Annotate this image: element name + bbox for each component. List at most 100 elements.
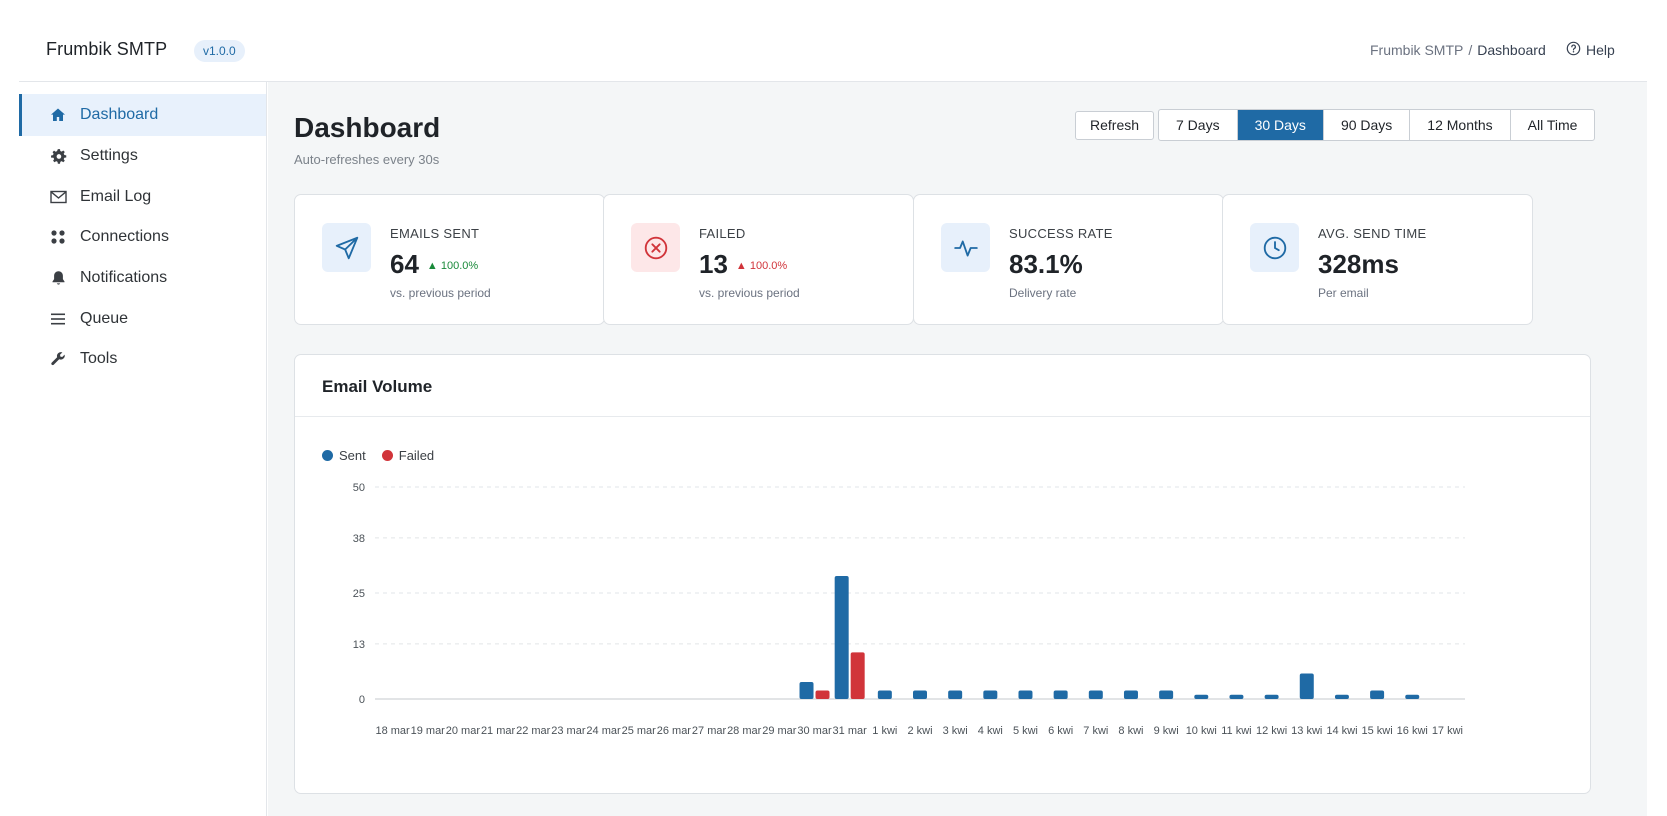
refresh-button[interactable]: Refresh: [1075, 111, 1155, 140]
envelope-icon: [49, 188, 67, 206]
legend-dot-sent: [322, 450, 333, 461]
bar-sent[interactable]: [834, 576, 849, 699]
x-tick-label: 4 kwi: [978, 725, 1003, 737]
x-tick-label: 22 mar: [516, 725, 551, 737]
bar-sent[interactable]: [1088, 690, 1103, 699]
page-subtitle: Auto-refreshes every 30s: [294, 152, 440, 167]
breadcrumb: Frumbik SMTP / Dashboard: [1370, 42, 1546, 58]
stat-value: 83.1%: [1009, 249, 1083, 279]
bar-failed[interactable]: [850, 652, 865, 699]
bar-sent[interactable]: [1264, 694, 1279, 699]
y-tick-label: 38: [353, 533, 365, 545]
y-tick-label: 50: [353, 482, 365, 494]
bar-sent[interactable]: [1194, 694, 1209, 699]
stat-trend: ▲ 100.0%: [427, 260, 478, 272]
sidebar-item-notifications[interactable]: Notifications: [19, 257, 266, 299]
x-tick-label: 23 mar: [551, 725, 586, 737]
bar-sent[interactable]: [1299, 673, 1314, 699]
bar-sent[interactable]: [1123, 690, 1138, 699]
x-tick-label: 30 mar: [797, 725, 832, 737]
stat-label: SUCCESS RATE: [1009, 226, 1113, 241]
sidebar-item-label: Email Log: [80, 188, 152, 205]
email-volume-chart-card: Email Volume Sent Failed 0 13 25 38 50 18 mar…: [294, 354, 1591, 794]
range-7-days-button[interactable]: 7 Days: [1159, 110, 1238, 140]
sidebar: Dashboard Settings Email Log Connections…: [19, 82, 267, 816]
x-tick-label: 15 kwi: [1362, 725, 1393, 737]
x-tick-label: 26 mar: [657, 725, 692, 737]
range-30-days-button[interactable]: 30 Days: [1237, 110, 1324, 140]
stat-value: 328ms: [1318, 249, 1399, 279]
x-tick-label: 7 kwi: [1083, 725, 1108, 737]
stat-value-text: 13: [699, 249, 728, 279]
stat-label: AVG. SEND TIME: [1318, 226, 1427, 241]
breadcrumb-root[interactable]: Frumbik SMTP: [1370, 42, 1464, 58]
x-tick-label: 31 mar: [833, 725, 868, 737]
y-tick-label: 0: [359, 694, 365, 706]
x-tick-label: 14 kwi: [1326, 725, 1357, 737]
stat-trend-text: 100.0%: [440, 260, 479, 272]
legend-item-failed[interactable]: Failed: [381, 448, 434, 463]
bar-sent[interactable]: [1018, 690, 1033, 699]
help-link[interactable]: Help: [1566, 41, 1615, 59]
bar-sent[interactable]: [877, 690, 892, 699]
stat-note: vs. previous period: [699, 286, 800, 300]
range-12-months-button[interactable]: 12 Months: [1410, 110, 1511, 140]
breadcrumb-current: Dashboard: [1477, 42, 1546, 58]
sidebar-item-label: Notifications: [80, 269, 168, 286]
sidebar-item-tools[interactable]: Tools: [19, 338, 266, 380]
wrench-icon: [49, 350, 67, 368]
stat-note: vs. previous period: [390, 286, 491, 300]
sidebar-item-label: Tools: [80, 350, 118, 367]
stat-card-avg-send-time: AVG. SEND TIME 328ms Per email: [1222, 194, 1533, 325]
stat-trend: ▲ 100.0%: [736, 260, 787, 272]
sidebar-item-settings[interactable]: Settings: [19, 135, 266, 177]
stat-card-emails-sent: EMAILS SENT 64 ▲ 100.0% vs. previous peri…: [294, 194, 605, 325]
bar-sent[interactable]: [1405, 694, 1420, 699]
range-90-days-button[interactable]: 90 Days: [1324, 110, 1411, 140]
help-label: Help: [1586, 42, 1615, 58]
bar-sent[interactable]: [983, 690, 998, 699]
chart-legend: Sent Failed: [322, 448, 434, 463]
bar-sent[interactable]: [913, 690, 927, 699]
legend-dot-failed: [381, 450, 393, 461]
x-tick-label: 13 kwi: [1291, 725, 1322, 737]
sidebar-item-dashboard[interactable]: Dashboard: [19, 94, 266, 136]
bar-sent[interactable]: [1370, 690, 1385, 699]
stat-label: EMAILS SENT: [390, 226, 480, 241]
bar-sent[interactable]: [1229, 694, 1244, 699]
main-content: Dashboard Auto-refreshes every 30s Refre…: [268, 82, 1647, 816]
x-tick-label: 3 kwi: [943, 725, 968, 737]
legend-item-sent[interactable]: Sent: [322, 448, 366, 463]
stat-value: 13 ▲ 100.0%: [699, 249, 787, 280]
bar-sent[interactable]: [799, 682, 814, 699]
x-tick-label: 1 kwi: [872, 725, 897, 737]
time-range-selector: 7 Days 30 Days 90 Days 12 Months All Tim…: [1158, 109, 1596, 141]
sidebar-item-connections[interactable]: Connections: [19, 216, 266, 258]
bar-sent[interactable]: [1159, 690, 1174, 699]
sidebar-item-label: Dashboard: [80, 106, 159, 123]
bar-sent[interactable]: [948, 690, 963, 699]
sidebar-item-email-log[interactable]: Email Log: [19, 176, 266, 218]
stat-value-text: 64: [390, 249, 419, 279]
x-tick-label: 20 mar: [446, 725, 481, 737]
range-all-time-button[interactable]: All Time: [1527, 117, 1578, 133]
x-tick-label: 24 mar: [586, 725, 621, 737]
x-tick-label: 9 kwi: [1154, 725, 1179, 737]
sidebar-item-queue[interactable]: Queue: [19, 298, 266, 340]
y-tick-label: 13: [353, 639, 365, 651]
stat-trend-text: 100.0%: [749, 260, 788, 272]
grid-dots-icon: [49, 228, 67, 246]
stat-card-failed: FAILED 13 ▲ 100.0% vs. previous period: [603, 194, 914, 325]
page-title: Dashboard: [294, 112, 441, 143]
bar-sent[interactable]: [1053, 690, 1068, 699]
sidebar-item-label: Connections: [80, 228, 169, 245]
app-brand[interactable]: Frumbik SMTP: [46, 39, 168, 59]
x-tick-label: 10 kwi: [1186, 725, 1217, 737]
clock-icon: [1250, 223, 1299, 272]
version-badge: v1.0.0: [194, 40, 245, 62]
bar-sent[interactable]: [1334, 694, 1349, 699]
bar-failed[interactable]: [815, 690, 830, 699]
x-tick-label: 12 kwi: [1256, 725, 1287, 737]
bell-icon: [49, 269, 67, 287]
